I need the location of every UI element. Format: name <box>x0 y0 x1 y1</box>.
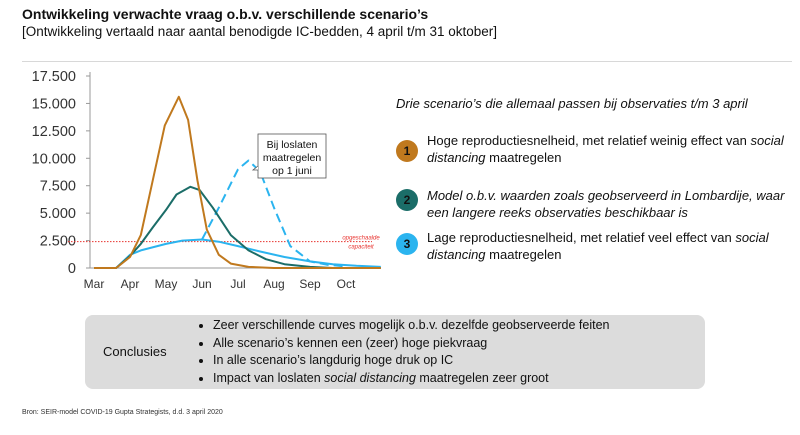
scenarios-intro: Drie scenario’s die allemaal passen bij … <box>396 96 748 111</box>
x-tick-label: Jul <box>230 277 245 291</box>
conclusion-item: Impact van loslaten social distancing ma… <box>213 370 610 388</box>
scenario-1-badge: 1 <box>396 140 418 162</box>
x-tick-label: Mar <box>84 277 105 291</box>
y-tick-label: 15.000 <box>32 96 76 112</box>
scenario-3-text: Lage reproductiesnelheid, met relatief v… <box>427 230 769 262</box>
y-tick-label: 12.500 <box>32 124 76 140</box>
ic-demand-chart: 17.500 15.000 12.500 10.000 7.500 5.000 2.500 0… <box>32 69 381 291</box>
capacity-label: opgeschaalde <box>342 236 380 242</box>
callout-pointer <box>251 165 259 171</box>
y-tick-label: 10.000 <box>32 151 76 167</box>
x-tick-label: Sep <box>299 277 321 291</box>
conclusions-box: Conclusies Zeer verschillende curves mog… <box>85 315 705 389</box>
callout-text: maatregelen <box>263 152 322 164</box>
x-tick-label: Apr <box>121 277 140 291</box>
source-note: Bron: SEIR-model COVID-19 Gupta Strategi… <box>22 409 223 416</box>
conclusion-item: Zeer verschillende curves mogelijk o.b.v… <box>213 317 610 335</box>
y-tick-label: 0 <box>68 261 76 277</box>
conclusion-item: In alle scenario’s langdurig hoge druk o… <box>213 352 610 370</box>
scenario-3-badge: 3 <box>396 233 418 255</box>
x-tick-label: Jun <box>192 277 211 291</box>
scenario-2-text: Model o.b.v. waarden zoals geobserveerd … <box>427 188 785 220</box>
x-tick-label: Oct <box>337 277 356 291</box>
x-tick-label: Aug <box>263 277 284 291</box>
divider <box>22 61 792 62</box>
conclusion-item: Alle scenario’s kennen een (zeer) hoge p… <box>213 335 610 353</box>
series-line-s1-solid <box>94 95 381 269</box>
conclusions-label: Conclusies <box>103 344 167 359</box>
callout-box <box>257 133 327 179</box>
page-title: Ontwikkeling verwachte vraag o.b.v. vers… <box>22 6 429 22</box>
scenario-2-badge: 2 <box>396 189 418 211</box>
x-tick-label: May <box>155 277 178 291</box>
callout-text: Bij loslaten <box>267 139 318 151</box>
series-line-s3-dashed <box>201 159 347 268</box>
y-tick-label: 17.500 <box>32 69 76 85</box>
y-tick-label: 5.000 <box>40 206 76 222</box>
y-tick-label: 7.500 <box>40 179 76 195</box>
series-line-s2-solid <box>94 185 381 269</box>
callout-text: op 1 juni <box>272 165 312 177</box>
capacity-label: capaciteit <box>348 245 374 251</box>
y-tick-label: 2.500 <box>40 234 76 250</box>
scenario-1-text: Hoge reproductiesnelheid, met relatief w… <box>427 133 784 165</box>
conclusions-list: Zeer verschillende curves mogelijk o.b.v… <box>197 317 610 387</box>
page-subtitle: [Ontwikkeling vertaald naar aantal benod… <box>22 24 498 39</box>
